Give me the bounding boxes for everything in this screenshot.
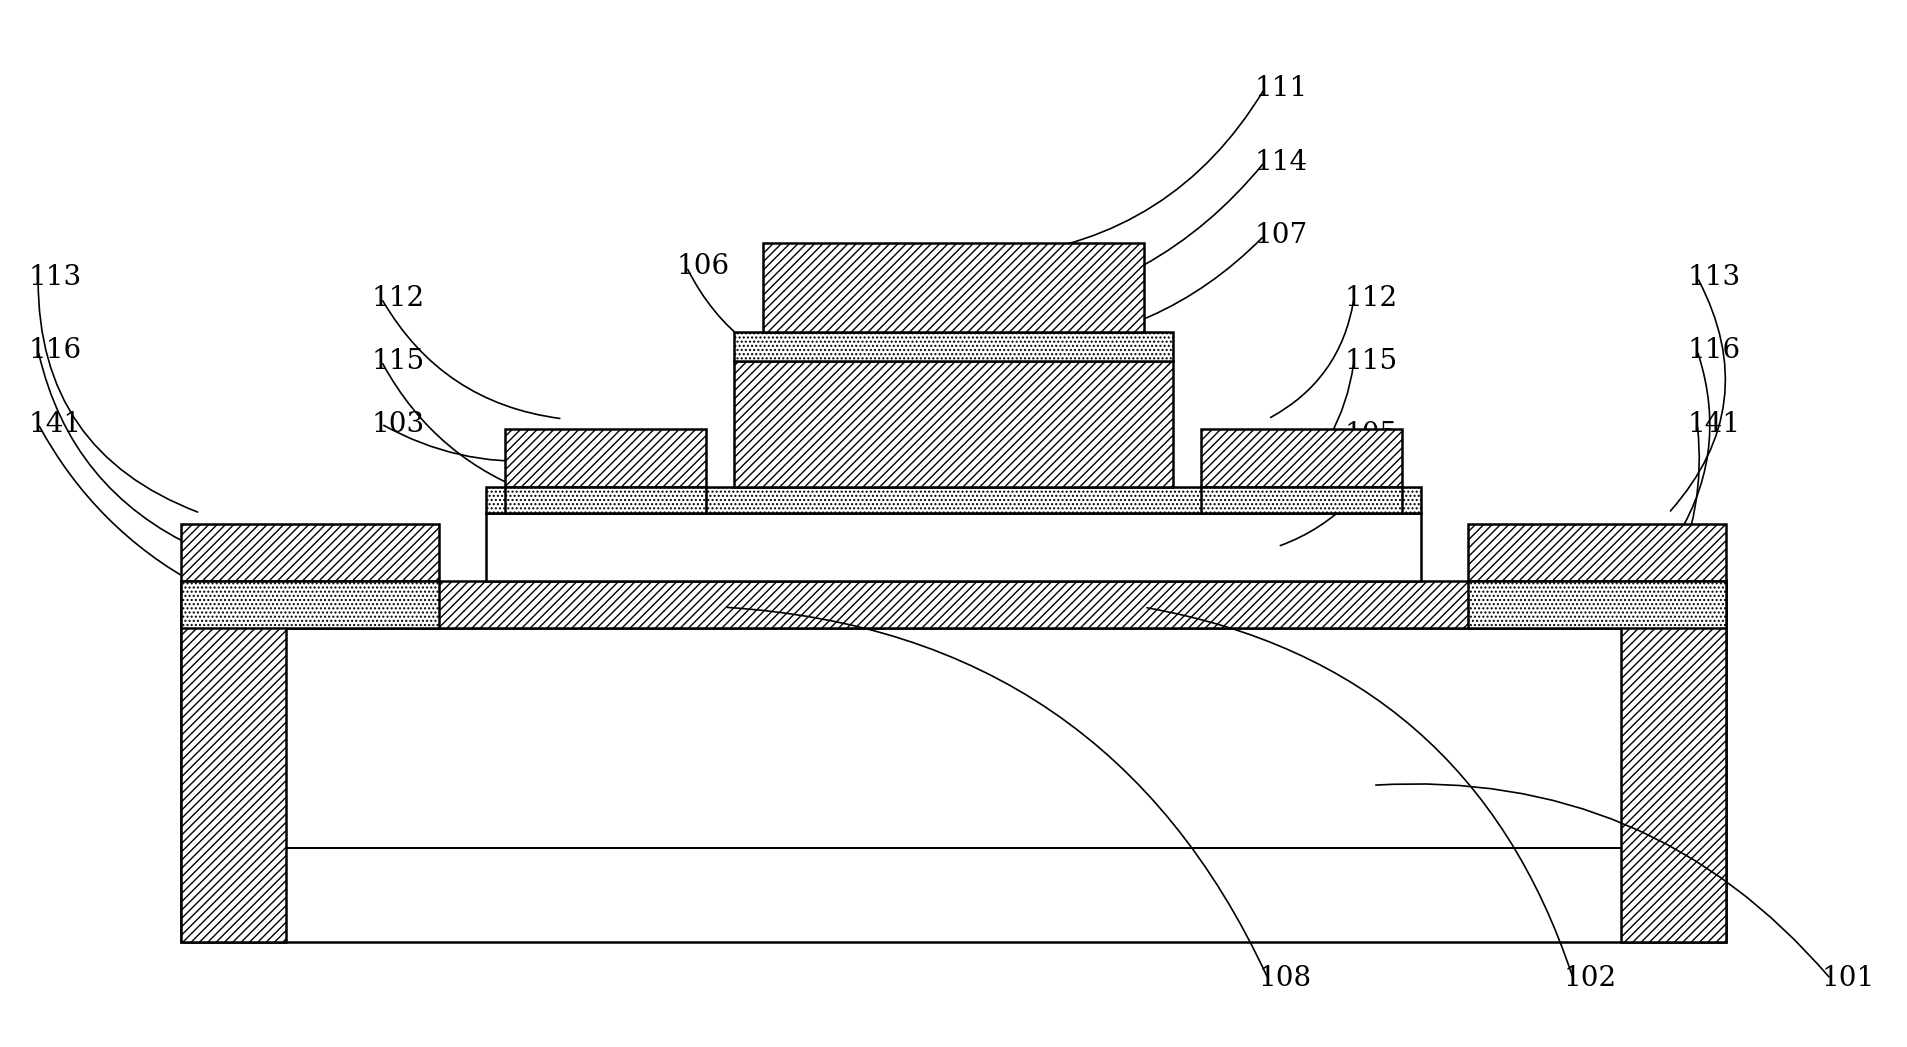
Text: 141: 141 [29, 410, 82, 438]
Polygon shape [734, 361, 1173, 487]
Polygon shape [181, 524, 439, 581]
Polygon shape [1468, 524, 1726, 581]
Text: 111: 111 [1255, 75, 1308, 103]
Polygon shape [1621, 581, 1726, 942]
Polygon shape [181, 628, 1726, 942]
Text: 108: 108 [1259, 965, 1312, 993]
Text: 104: 104 [1344, 484, 1398, 511]
Polygon shape [181, 581, 286, 942]
Polygon shape [181, 581, 439, 628]
Text: 103: 103 [372, 410, 425, 438]
Polygon shape [486, 487, 1421, 513]
Text: 114: 114 [1255, 149, 1308, 176]
Text: 102: 102 [1564, 965, 1617, 993]
Polygon shape [1201, 487, 1402, 513]
Text: 116: 116 [1688, 337, 1741, 364]
Polygon shape [1201, 429, 1402, 487]
Polygon shape [763, 243, 1144, 332]
Text: 141: 141 [1688, 410, 1741, 438]
Text: 115: 115 [372, 348, 425, 375]
Text: 105: 105 [1344, 421, 1398, 448]
Text: 112: 112 [372, 285, 425, 312]
Text: 113: 113 [1688, 264, 1741, 291]
Text: 116: 116 [29, 337, 82, 364]
Polygon shape [505, 429, 706, 487]
Polygon shape [181, 581, 1726, 628]
Text: 101: 101 [1821, 965, 1875, 993]
Text: 107: 107 [1255, 222, 1308, 249]
Polygon shape [734, 332, 1173, 361]
Text: 112: 112 [1344, 285, 1398, 312]
Text: 106: 106 [677, 253, 730, 281]
Polygon shape [486, 513, 1421, 581]
Polygon shape [1468, 581, 1726, 628]
Polygon shape [505, 487, 706, 513]
Text: 115: 115 [1344, 348, 1398, 375]
Text: 113: 113 [29, 264, 82, 291]
